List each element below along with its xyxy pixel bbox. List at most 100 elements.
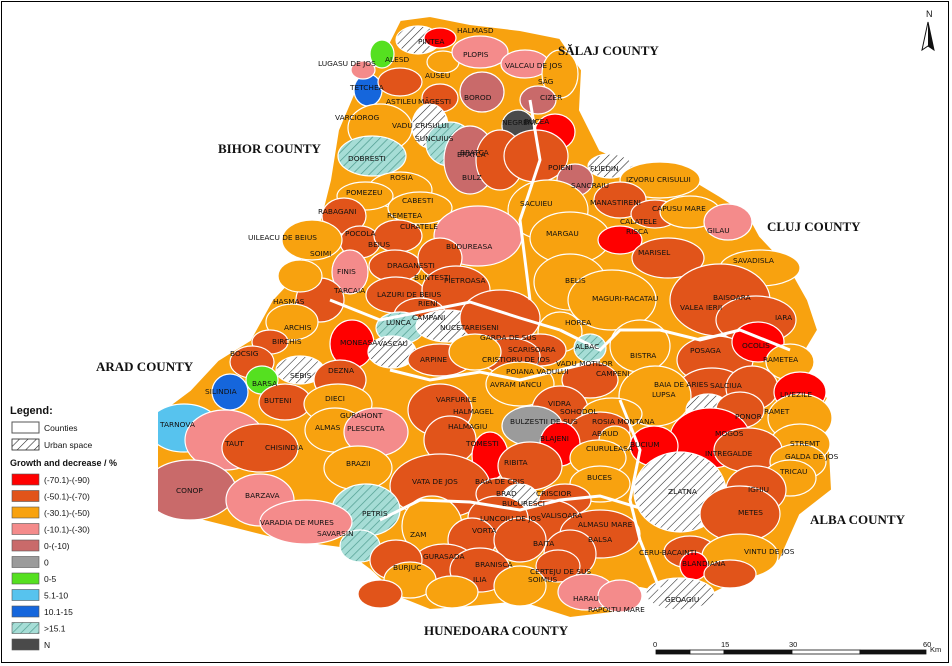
- commune-label: POSAGA: [690, 346, 721, 355]
- commune-label: LUNCOIU DE JOS: [480, 514, 541, 523]
- legend-class-label: 10.1-15: [44, 607, 73, 617]
- legend-class-label: 0: [44, 558, 49, 568]
- commune-area: [609, 319, 671, 373]
- commune-label: CURATELE: [400, 222, 438, 231]
- scale-unit-label: Km: [930, 645, 941, 654]
- commune-label: VIDRA: [548, 399, 571, 408]
- commune-label: AUSEU: [425, 71, 450, 80]
- commune-label: MARISEL: [638, 248, 671, 257]
- scale-segment: [859, 649, 927, 655]
- commune-label: GALDA DE JOS: [785, 452, 839, 461]
- commune-label: VALEA IERII: [680, 303, 722, 312]
- commune-label: RIENI: [418, 299, 438, 308]
- legend-urban-label: Urban space: [44, 440, 92, 450]
- commune-label: LIVEZILE: [780, 390, 812, 399]
- commune-area: [535, 549, 581, 583]
- commune-label: DRAGANESTI: [387, 261, 435, 270]
- county-boundary: [389, 358, 601, 382]
- legend-swatch: [11, 589, 40, 601]
- commune-label: REMETEA: [387, 211, 422, 220]
- commune-area: [597, 225, 643, 255]
- commune-label: ALMAS: [315, 423, 341, 432]
- scale-segment: [655, 649, 691, 655]
- commune-label: RIBITA: [504, 458, 528, 467]
- county-boundary: [379, 494, 641, 522]
- legend-swatch: [11, 622, 40, 634]
- commune-label: PETRIS: [362, 509, 388, 518]
- commune-label: HALMASD: [457, 26, 494, 35]
- county-label-alba: ALBA COUNTY: [810, 512, 906, 527]
- legend-swatch: [11, 572, 40, 585]
- commune-area: [369, 39, 395, 69]
- commune-area: [519, 85, 557, 115]
- commune-label: UILEACU DE BEIUS: [248, 233, 317, 242]
- commune-area: [485, 361, 555, 407]
- commune-label: SOIMI: [310, 249, 331, 258]
- commune-label: VARADIA DE MURES: [260, 518, 334, 527]
- commune-label: ZAM: [410, 530, 427, 539]
- legend-class-label: >15.1: [44, 624, 66, 634]
- commune-area: [221, 423, 299, 473]
- commune-label: POMEZEU: [346, 188, 382, 197]
- legend-class-label: (-10.1)-(-30): [44, 525, 90, 535]
- commune-label: BULZESTII DE SUS: [510, 417, 578, 426]
- commune-label: BAIA DE CRIS: [475, 477, 525, 486]
- commune-label: PIETROASA: [444, 276, 486, 285]
- commune-label: BRAZII: [346, 459, 370, 468]
- commune-label: VASCAU: [378, 339, 408, 348]
- commune-label: VORTA: [472, 526, 496, 535]
- county-label-hunedoara: HUNEDOARA COUNTY: [424, 623, 569, 638]
- commune-area: [277, 259, 323, 293]
- legend-swatch: [11, 523, 40, 535]
- commune-label: ROSIA MONTANA: [592, 417, 655, 426]
- commune-label: HALMAGIU: [448, 422, 487, 431]
- commune-label: VALCAU DE JOS: [505, 61, 562, 70]
- county-boundary: [559, 328, 791, 352]
- legend-class-label: (-70.1)-(-90): [44, 475, 90, 485]
- commune-label: DOBRESTI: [348, 154, 386, 163]
- commune-label: SALCIUA: [710, 381, 742, 390]
- commune-label: PINTEA: [418, 37, 444, 46]
- commune-label: BUDUREASA: [446, 242, 492, 251]
- commune-label: HARAU: [573, 594, 599, 603]
- commune-label: ROSIA: [390, 173, 413, 182]
- commune-label: VARCIOROG: [335, 113, 380, 122]
- commune-label: TARNOVA: [159, 420, 195, 429]
- commune-label: BOROD: [464, 93, 492, 102]
- commune-label: CONOP: [176, 486, 203, 495]
- scale-tick-label: 30: [789, 640, 797, 649]
- commune-label: MĂGESTI: [418, 97, 451, 106]
- scale-segment: [791, 649, 861, 655]
- commune-area: [459, 71, 505, 113]
- commune-label: VARFURILE: [436, 395, 477, 404]
- commune-label: POCOLA: [345, 229, 376, 238]
- commune-label: SAVARSIN: [317, 529, 354, 538]
- commune-label: BALSA: [588, 535, 612, 544]
- commune-label: BLAJENI: [540, 434, 569, 443]
- commune-label: SĂG: [538, 77, 554, 86]
- commune-label: IARA: [775, 313, 792, 322]
- commune-label: VINTU DE JOS: [744, 547, 795, 556]
- scale-tick-label: 60: [923, 640, 931, 649]
- commune-label: BISTRA: [630, 351, 656, 360]
- commune-label: CAMPENI: [596, 369, 629, 378]
- county-label-cluj: CLUJ COUNTY: [767, 219, 861, 234]
- commune-area: [645, 577, 715, 611]
- commune-label: CAMPANI: [412, 313, 445, 322]
- commune-label: SACUIEU: [520, 199, 553, 208]
- commune-label: BULZ: [462, 173, 482, 182]
- commune-label: GEOAGIU: [665, 595, 699, 604]
- commune-label: ALMASU MARE: [578, 520, 633, 529]
- commune-area: [337, 135, 407, 177]
- commune-label: MOGOS: [715, 429, 744, 438]
- north-label: N: [926, 9, 933, 19]
- commune-label: TARCAIA: [333, 286, 365, 295]
- commune-label: PONOR: [735, 412, 762, 421]
- commune-label: RAPOLTU MARE: [588, 605, 645, 614]
- commune-label: SUNCUIUS: [415, 134, 454, 143]
- commune-label: SAVADISLA: [733, 256, 774, 265]
- commune-area: [350, 60, 376, 80]
- commune-label: ASTILEU: [386, 97, 417, 106]
- commune-label: GILAU: [707, 226, 730, 235]
